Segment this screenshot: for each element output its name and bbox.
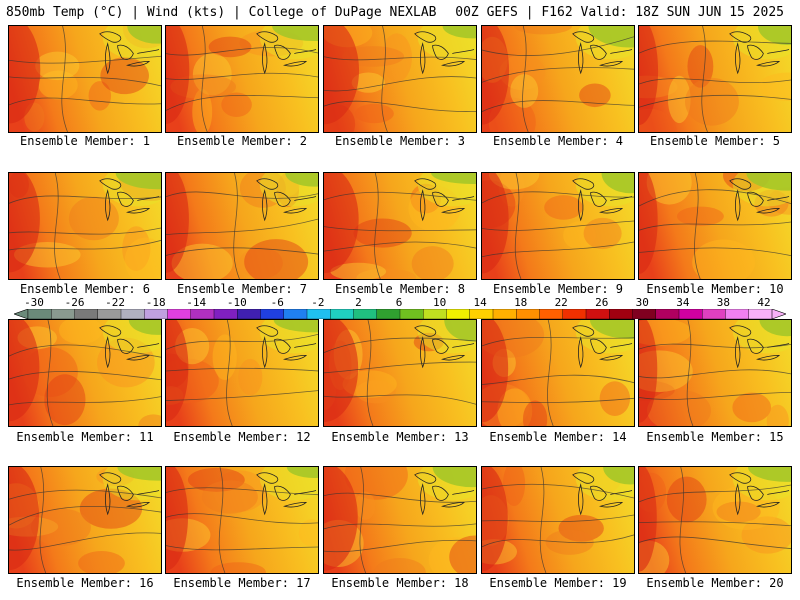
colorbar-swatch bbox=[376, 309, 401, 319]
ensemble-member-map-14 bbox=[481, 319, 635, 427]
colorbar-swatch bbox=[446, 309, 471, 319]
ensemble-member-map-19 bbox=[481, 466, 635, 574]
colorbar-tick-label: 26 bbox=[595, 296, 609, 309]
ensemble-member-label-7: Ensemble Member: 7 bbox=[176, 282, 308, 296]
model-run-info: 00Z GEFS | F162 Valid: 18Z SUN JUN 15 20… bbox=[455, 5, 784, 20]
colorbar-tick-label: -14 bbox=[186, 296, 207, 309]
colorbar-swatch bbox=[609, 309, 633, 319]
colorbar-swatch bbox=[213, 309, 238, 319]
ensemble-member-label-10: Ensemble Member: 10 bbox=[646, 282, 784, 296]
ensemble-member-label-2: Ensemble Member: 2 bbox=[176, 134, 308, 148]
colorbar-swatch bbox=[516, 309, 540, 319]
colorbar-tick-label: 18 bbox=[514, 296, 528, 309]
colorbar-swatch bbox=[27, 309, 52, 319]
colorbar-tick-label: -22 bbox=[105, 296, 126, 309]
colorbar-tick-label: 10 bbox=[432, 296, 447, 309]
ensemble-member-map-20 bbox=[638, 466, 792, 574]
ensemble-member-map-8 bbox=[323, 172, 477, 280]
colorbar-swatch bbox=[632, 309, 657, 319]
ensemble-member-label-15: Ensemble Member: 15 bbox=[646, 430, 784, 444]
ensemble-member-label-4: Ensemble Member: 4 bbox=[492, 134, 624, 148]
colorbar-tick-label: 6 bbox=[395, 296, 403, 309]
ensemble-member-map-2 bbox=[165, 25, 319, 133]
colorbar-tick-label: 2 bbox=[355, 296, 362, 309]
map-title: 850mb Temp (°C) | Wind (kts) | College o… bbox=[6, 5, 437, 20]
ensemble-member-label-12: Ensemble Member: 12 bbox=[173, 430, 311, 444]
colorbar-swatch bbox=[237, 309, 261, 319]
colorbar-tick-label: -2 bbox=[311, 296, 325, 309]
ensemble-member-map-3 bbox=[323, 25, 477, 133]
colorbar-swatch bbox=[353, 309, 378, 319]
colorbar-swatch bbox=[678, 309, 703, 319]
ensemble-member-map-18 bbox=[323, 466, 477, 574]
colorbar-tick-label: 42 bbox=[757, 296, 771, 309]
ensemble-member-map-7 bbox=[165, 172, 319, 280]
colorbar-swatch bbox=[469, 309, 494, 319]
colorbar-tick-label: -18 bbox=[145, 296, 166, 309]
ensemble-member-label-16: Ensemble Member: 16 bbox=[16, 576, 154, 590]
ensemble-member-label-1: Ensemble Member: 1 bbox=[19, 134, 151, 148]
colorbar-swatch bbox=[51, 309, 75, 319]
temperature-colorbar bbox=[14, 309, 786, 319]
colorbar-swatch bbox=[655, 309, 680, 319]
colorbar-swatch bbox=[120, 309, 145, 319]
colorbar-tick-label: -10 bbox=[226, 296, 247, 309]
colorbar-tick-label: -6 bbox=[270, 296, 284, 309]
colorbar-swatch bbox=[702, 309, 726, 319]
colorbar-swatch bbox=[725, 309, 750, 319]
colorbar-swatch bbox=[306, 309, 331, 319]
ensemble-member-label-14: Ensemble Member: 14 bbox=[489, 430, 627, 444]
colorbar-swatch bbox=[423, 309, 447, 319]
ensemble-member-label-20: Ensemble Member: 20 bbox=[646, 576, 784, 590]
ensemble-member-map-13 bbox=[323, 319, 477, 427]
ensemble-member-label-18: Ensemble Member: 18 bbox=[331, 576, 469, 590]
ensemble-member-map-6 bbox=[8, 172, 162, 280]
colorbar-tick-label: 34 bbox=[676, 296, 690, 309]
ensemble-member-label-11: Ensemble Member: 11 bbox=[16, 430, 154, 444]
colorbar-swatch bbox=[144, 309, 168, 319]
colorbar-tick-label: -30 bbox=[24, 296, 44, 309]
colorbar-swatch bbox=[260, 309, 285, 319]
colorbar-swatch bbox=[562, 309, 587, 319]
colorbar-tick-label: -26 bbox=[64, 296, 85, 309]
ensemble-member-map-11 bbox=[8, 319, 162, 427]
ensemble-member-label-9: Ensemble Member: 9 bbox=[492, 282, 624, 296]
ensemble-member-label-19: Ensemble Member: 19 bbox=[489, 576, 627, 590]
colorbar-swatch bbox=[190, 309, 215, 319]
ensemble-member-map-5 bbox=[638, 25, 792, 133]
colorbar-swatch bbox=[492, 309, 517, 319]
colorbar-swatch bbox=[539, 309, 564, 319]
ensemble-member-label-13: Ensemble Member: 13 bbox=[331, 430, 469, 444]
ensemble-member-label-3: Ensemble Member: 3 bbox=[334, 134, 466, 148]
colorbar-left-arrow bbox=[14, 309, 29, 319]
colorbar-tick-label: 22 bbox=[554, 296, 568, 309]
ensemble-member-map-10 bbox=[638, 172, 792, 280]
ensemble-member-map-12 bbox=[165, 319, 319, 427]
ensemble-member-map-1 bbox=[8, 25, 162, 133]
ensemble-member-label-6: Ensemble Member: 6 bbox=[19, 282, 151, 296]
ensemble-member-map-17 bbox=[165, 466, 319, 574]
colorbar-swatch bbox=[167, 309, 192, 319]
colorbar-tick-label: 38 bbox=[716, 296, 731, 309]
colorbar-swatch bbox=[330, 309, 354, 319]
ensemble-member-label-8: Ensemble Member: 8 bbox=[334, 282, 466, 296]
colorbar-labels: -30 -26 -22 -18 -14 -10 -6 -2 2 6 10 14 18 22 26 30 34 38… bbox=[0, 296, 800, 310]
ensemble-member-map-4 bbox=[481, 25, 635, 133]
colorbar-swatch bbox=[748, 309, 773, 319]
ensemble-member-map-15 bbox=[638, 319, 792, 427]
ensemble-member-map-9 bbox=[481, 172, 635, 280]
ensemble-member-label-17: Ensemble Member: 17 bbox=[173, 576, 311, 590]
colorbar-swatch bbox=[399, 309, 424, 319]
colorbar-swatch bbox=[585, 309, 610, 319]
colorbar-tick-label: 14 bbox=[473, 296, 487, 309]
colorbar-swatch bbox=[74, 309, 99, 319]
colorbar-right-arrow bbox=[771, 309, 786, 319]
colorbar-swatch bbox=[283, 309, 308, 319]
colorbar-swatch bbox=[97, 309, 122, 319]
ensemble-member-map-16 bbox=[8, 466, 162, 574]
colorbar-tick-label: 30 bbox=[635, 296, 649, 309]
ensemble-member-label-5: Ensemble Member: 5 bbox=[649, 134, 781, 148]
